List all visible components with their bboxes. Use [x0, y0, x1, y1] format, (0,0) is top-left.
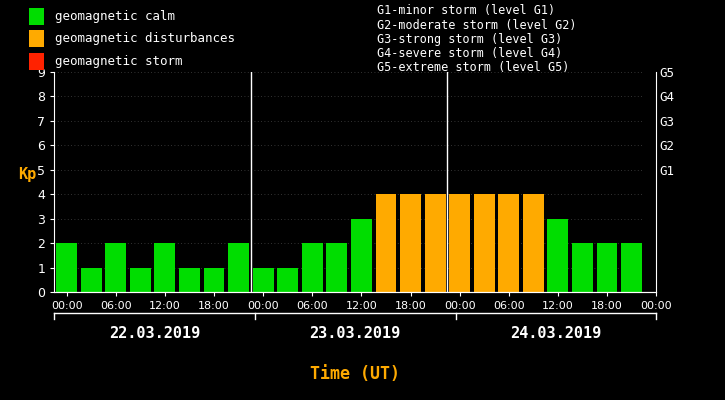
Bar — [179, 268, 200, 292]
Bar — [351, 219, 372, 292]
Text: 24.03.2019: 24.03.2019 — [510, 326, 602, 342]
Bar — [425, 194, 445, 292]
Bar — [400, 194, 421, 292]
Text: G2-moderate storm (level G2): G2-moderate storm (level G2) — [377, 18, 576, 32]
Y-axis label: Kp: Kp — [18, 167, 36, 182]
Bar — [57, 243, 77, 292]
Bar — [105, 243, 126, 292]
Text: geomagnetic calm: geomagnetic calm — [55, 10, 175, 23]
Bar — [154, 243, 175, 292]
Text: G3-strong storm (level G3): G3-strong storm (level G3) — [377, 33, 562, 46]
FancyBboxPatch shape — [28, 53, 44, 70]
Text: G4-severe storm (level G4): G4-severe storm (level G4) — [377, 47, 562, 60]
FancyBboxPatch shape — [28, 30, 44, 47]
Bar — [621, 243, 642, 292]
Bar — [253, 268, 273, 292]
Text: 22.03.2019: 22.03.2019 — [109, 326, 200, 342]
Bar — [450, 194, 470, 292]
Bar — [130, 268, 151, 292]
FancyBboxPatch shape — [28, 8, 44, 25]
Text: G1-minor storm (level G1): G1-minor storm (level G1) — [377, 4, 555, 17]
Bar — [597, 243, 618, 292]
Bar — [277, 268, 298, 292]
Bar — [473, 194, 494, 292]
Bar — [572, 243, 593, 292]
Bar — [302, 243, 323, 292]
Bar — [523, 194, 544, 292]
Text: G5-extreme storm (level G5): G5-extreme storm (level G5) — [377, 62, 569, 74]
Bar — [80, 268, 102, 292]
Text: Time (UT): Time (UT) — [310, 365, 400, 383]
Text: 23.03.2019: 23.03.2019 — [310, 326, 401, 342]
Bar — [376, 194, 397, 292]
Bar — [498, 194, 519, 292]
Bar — [204, 268, 225, 292]
Text: geomagnetic storm: geomagnetic storm — [55, 55, 183, 68]
Bar — [326, 243, 347, 292]
Bar — [228, 243, 249, 292]
Bar — [547, 219, 568, 292]
Text: geomagnetic disturbances: geomagnetic disturbances — [55, 32, 235, 45]
